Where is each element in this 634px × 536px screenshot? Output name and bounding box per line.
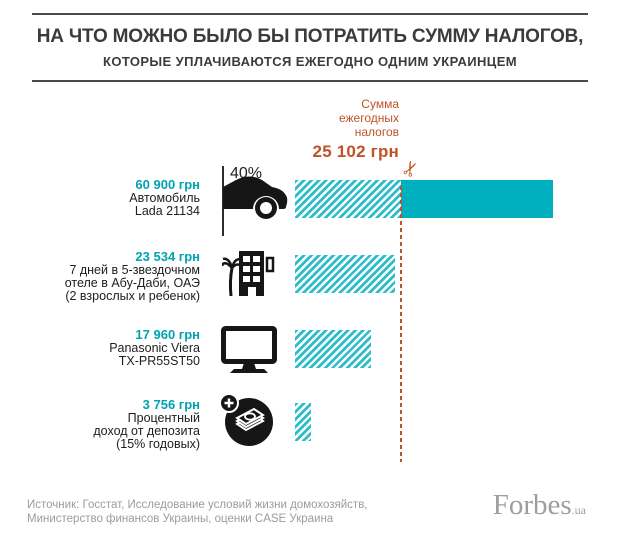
row-desc-line: Lada 21134	[134, 204, 200, 218]
tax-sum-label-line: Сумма	[361, 97, 399, 111]
source-note: Источник: Госстат, Исследование условий …	[27, 498, 368, 526]
row-desc-line: отеле в Абу-Даби, ОАЭ	[64, 276, 200, 290]
bar-hatched-segment	[295, 180, 401, 218]
value-bar	[295, 330, 371, 368]
bar-hatched-segment	[295, 330, 371, 368]
row-desc-line: 7 дней в 5-звездочном	[69, 263, 200, 277]
row-value: 3 756 грн	[142, 397, 200, 412]
value-bar	[295, 403, 311, 441]
page-subtitle: КОТОРЫЕ УПЛАЧИВАЮТСЯ ЕЖЕГОДНО ОДНИМ УКРА…	[102, 54, 518, 69]
forbes-logo-text: Forbes	[492, 489, 572, 521]
source-line: Источник: Госстат, Исследование условий …	[27, 499, 368, 511]
row-desc-line: (2 взрослых и ребенок)	[65, 289, 200, 303]
car-icon	[222, 174, 288, 220]
chart-row: 17 960 грн Panasonic Viera TX-PR55ST50	[0, 326, 634, 398]
row-label: 23 534 грн 7 дней в 5-звездочном отеле в А…	[20, 250, 200, 303]
row-desc-line: Процентный	[127, 411, 200, 425]
source-line: Министерство финансов Украины, оценки CA…	[27, 513, 334, 525]
bar-hatched-segment	[295, 403, 311, 441]
row-desc-line: TX-PR55ST50	[118, 354, 200, 368]
tax-sum-value: 25 102 грн	[312, 142, 399, 161]
chart-row: 60 900 грн Автомобиль Lada 21134	[0, 176, 634, 248]
tax-sum-label-line: налогов	[354, 125, 399, 139]
bar-hatched-segment	[295, 255, 395, 293]
forbes-logo: Forbes.ua	[493, 491, 586, 520]
hotel-icon	[222, 248, 276, 298]
page-title: НА ЧТО МОЖНО БЫЛО БЫ ПОТРАТИТЬ СУММУ НАЛ…	[36, 26, 584, 47]
tax-reference-line	[400, 186, 402, 462]
row-desc-line: Panasonic Viera	[109, 341, 200, 355]
row-value: 17 960 грн	[135, 327, 200, 342]
row-desc-line: (15% годовых)	[116, 437, 200, 451]
row-desc-line: доход от депозита	[93, 424, 200, 438]
value-bar	[295, 255, 395, 293]
deposit-icon	[218, 392, 276, 448]
row-desc-line: Автомобиль	[129, 191, 200, 205]
top-rule	[32, 13, 588, 15]
row-label: 17 960 грн Panasonic Viera TX-PR55ST50	[20, 328, 200, 368]
chart-row: 3 756 грн Процентный доход от депозита (15%…	[0, 393, 634, 468]
row-value: 23 534 грн	[135, 249, 200, 264]
row-value: 60 900 грн	[135, 177, 200, 192]
forbes-logo-suffix: .ua	[571, 503, 586, 517]
value-bar	[295, 180, 553, 218]
row-label: 60 900 грн Автомобиль Lada 21134	[20, 178, 200, 218]
bar-solid-segment	[401, 180, 553, 218]
chart-row: 23 534 грн 7 дней в 5-звездочном отеле в А…	[0, 250, 634, 320]
header-rule	[32, 80, 588, 82]
tv-icon	[221, 326, 277, 374]
tax-sum-annotation: Сумма ежегодных налогов 25 102 грн	[313, 97, 399, 162]
row-label: 3 756 грн Процентный доход от депозита (15%…	[20, 398, 200, 451]
tax-sum-label-line: ежегодных	[338, 111, 399, 125]
